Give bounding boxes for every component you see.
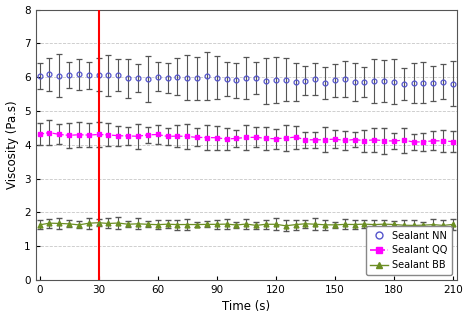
X-axis label: Time (s): Time (s) (222, 300, 270, 314)
Y-axis label: Viscosity (Pa.s): Viscosity (Pa.s) (6, 100, 19, 189)
Legend: Sealant NN, Sealant QQ, Sealant BB: Sealant NN, Sealant QQ, Sealant BB (366, 226, 452, 275)
